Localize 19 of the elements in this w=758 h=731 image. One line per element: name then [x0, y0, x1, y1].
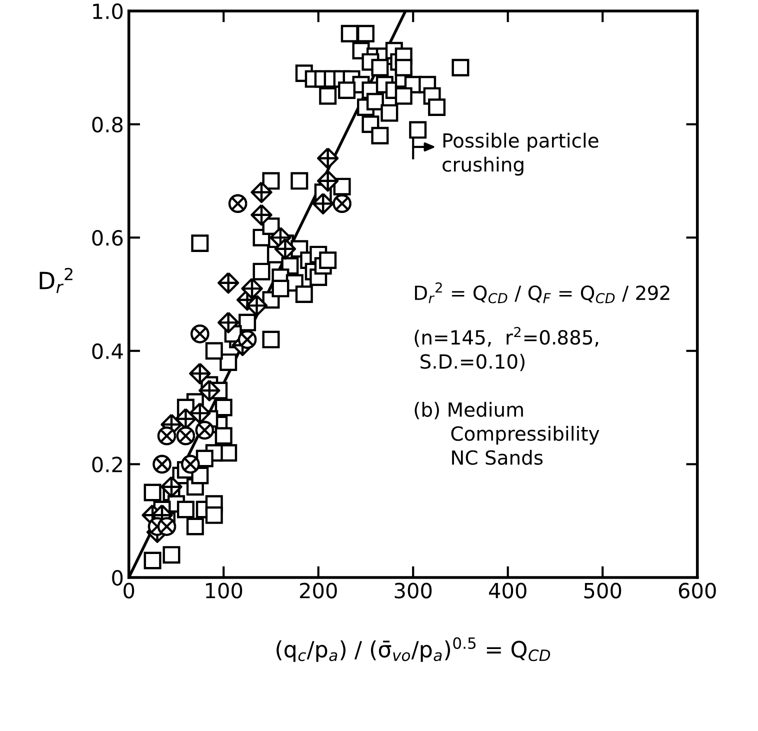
y-tick-label: 0.2 — [92, 456, 122, 472]
x-tick-label: 0 — [124, 582, 134, 598]
annotation: (n=145, r$^{2}$=0.885, S.D.=0.10) — [414, 326, 598, 372]
x-tick-label: 600 — [678, 582, 716, 598]
y-axis-title: D$_{r}$$^{2}$ — [40, 268, 72, 294]
y-tick-label: 1.0 — [93, 3, 123, 20]
x-tick-label: 300 — [394, 582, 432, 598]
y-tick-label: 0.6 — [92, 230, 123, 246]
y-tick-label: 0.4 — [92, 343, 123, 360]
annotation: (b) Medium Compressibility NC Sands — [414, 402, 600, 465]
x-tick-label: 200 — [300, 582, 337, 598]
y-tick-label: 0.8 — [92, 116, 123, 132]
text: D$_{r}$$^{2}$ = Q$_{CD}$ / Q$_{F}$ = Q$_{CD}$ / 292 — [415, 282, 670, 304]
x-tick-label: 500 — [584, 582, 622, 598]
text: (q$_{c}$/p$_{a}$) / (σ̄$_{vo}$/p$_{a}$)$^{0.5}$ = Q$_{CD}$ — [276, 637, 550, 662]
y-tick-label: 0 — [112, 570, 123, 586]
x-tick-label: 400 — [488, 582, 526, 598]
x-tick-label: 100 — [206, 582, 242, 598]
annotation: Possible particle crushing — [442, 132, 598, 176]
